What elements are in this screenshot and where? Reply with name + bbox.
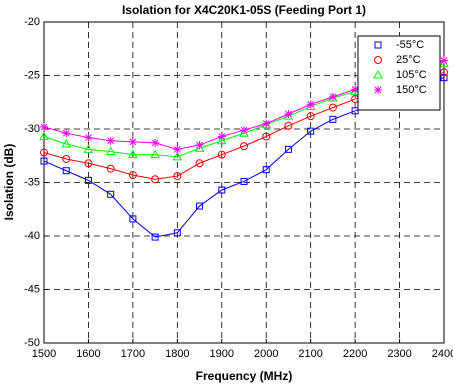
marker xyxy=(151,175,160,184)
marker xyxy=(351,107,359,115)
marker xyxy=(284,145,292,153)
legend-label: 150°C xyxy=(396,84,427,96)
marker xyxy=(306,112,315,121)
marker xyxy=(106,136,115,145)
marker xyxy=(351,85,360,94)
marker xyxy=(40,122,48,131)
marker xyxy=(306,100,315,109)
marker xyxy=(262,132,271,141)
marker xyxy=(439,58,449,68)
chart-title: Isolation for X4C20K1-05S (Feeding Port … xyxy=(122,3,366,17)
marker xyxy=(128,137,137,146)
x-tick-label: 2200 xyxy=(343,348,367,360)
y-tick-label: -30 xyxy=(24,123,40,135)
marker xyxy=(218,186,226,194)
marker xyxy=(40,157,48,165)
marker xyxy=(62,154,71,163)
marker xyxy=(173,229,181,237)
marker xyxy=(240,142,248,151)
marker xyxy=(239,128,249,137)
marker xyxy=(262,166,270,174)
marker xyxy=(328,103,337,112)
marker xyxy=(195,141,204,150)
marker xyxy=(194,143,205,152)
x-tick-label: 1900 xyxy=(210,348,234,360)
marker xyxy=(84,176,92,184)
marker xyxy=(374,41,382,49)
marker xyxy=(151,138,160,147)
y-tick-label: -25 xyxy=(24,69,40,81)
y-tick-label: -50 xyxy=(24,337,40,349)
marker xyxy=(105,146,116,155)
marker xyxy=(107,190,115,198)
x-tick-label: 2000 xyxy=(254,348,278,360)
marker xyxy=(196,202,204,210)
marker xyxy=(84,159,93,168)
marker xyxy=(129,215,137,223)
marker xyxy=(83,144,94,153)
x-tick-label: 1800 xyxy=(165,348,189,360)
marker xyxy=(173,172,182,181)
x-tick-label: 1500 xyxy=(32,348,56,360)
y-tick-label: -45 xyxy=(24,283,40,295)
marker xyxy=(328,92,337,101)
marker xyxy=(374,86,382,94)
marker xyxy=(284,121,293,130)
marker xyxy=(284,110,293,119)
marker xyxy=(84,133,93,142)
marker xyxy=(150,149,160,159)
marker xyxy=(374,56,382,64)
x-axis-label: Frequency (MHz) xyxy=(196,369,293,383)
marker xyxy=(172,151,183,161)
marker xyxy=(329,115,337,123)
marker xyxy=(128,171,137,180)
marker xyxy=(39,131,49,140)
marker xyxy=(40,148,48,157)
marker xyxy=(240,177,248,185)
y-tick-label: -40 xyxy=(24,230,40,242)
legend-label: 105°C xyxy=(396,69,427,81)
marker xyxy=(195,159,204,168)
marker xyxy=(240,126,248,135)
marker xyxy=(151,233,159,241)
legend-label: 25°C xyxy=(396,54,421,66)
x-tick-label: 2400 xyxy=(432,348,453,360)
marker xyxy=(62,129,71,138)
x-tick-label: 2300 xyxy=(387,348,411,360)
marker xyxy=(128,149,138,159)
legend-label: -55°C xyxy=(396,39,424,51)
y-tick-label: -35 xyxy=(24,176,40,188)
x-tick-label: 1700 xyxy=(121,348,145,360)
marker xyxy=(373,69,383,79)
marker xyxy=(62,167,70,175)
x-tick-label: 1600 xyxy=(76,348,100,360)
marker xyxy=(307,127,315,135)
marker xyxy=(262,119,271,128)
plot-frame xyxy=(43,21,445,344)
marker xyxy=(106,164,115,173)
marker xyxy=(217,132,226,141)
marker xyxy=(440,74,448,82)
x-tick-label: 2100 xyxy=(298,348,322,360)
legend-box xyxy=(357,35,441,111)
marker xyxy=(217,150,226,159)
y-tick-label: -20 xyxy=(24,16,40,28)
marker xyxy=(61,138,72,148)
y-axis-label: Isolation (dB) xyxy=(2,144,16,221)
marker xyxy=(440,56,448,65)
marker xyxy=(173,145,182,154)
marker xyxy=(216,135,227,145)
